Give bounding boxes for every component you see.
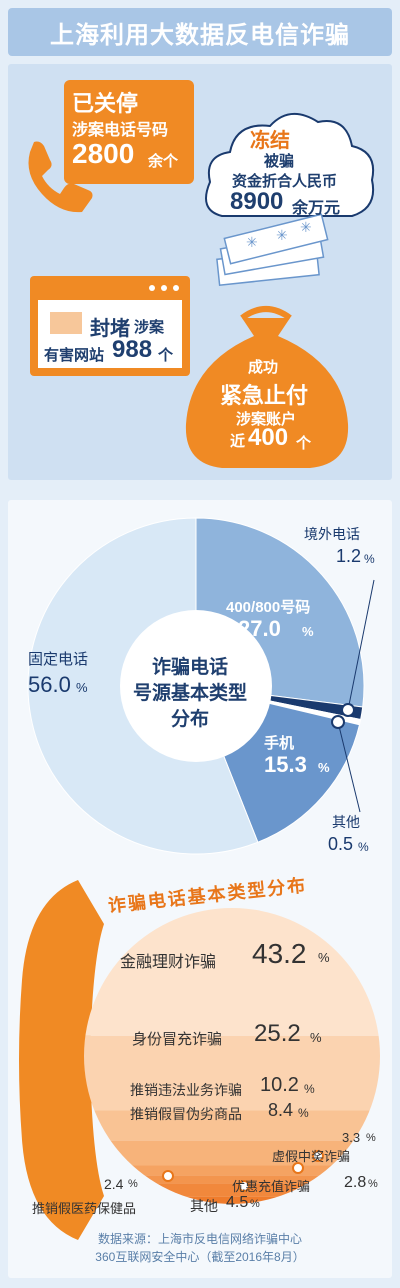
bar-unit-prize: %: [366, 1132, 376, 1144]
closed-phones-label: 已关停: [72, 91, 139, 116]
pie-label-overseas-unit: %: [364, 552, 375, 566]
accounts-sub2: 涉案账户: [236, 411, 297, 428]
bar-label-recharge: 优惠充值诈骗: [232, 1179, 311, 1194]
pie-leader-dot-1: [331, 715, 345, 729]
money-stack-icon: ✳ ✳ ✳: [216, 213, 329, 286]
pie-label-mobile-name: 手机: [264, 735, 295, 752]
bar-label-medicine: 推销假医药保健品: [32, 1201, 137, 1216]
bar-value-finance: 43.2: [252, 938, 307, 969]
pie-label-400800-name: 400/800号码: [226, 599, 311, 616]
pie-label-landline-name: 固定电话: [28, 651, 89, 668]
stats-decoration: ✳ ✳ ✳: [28, 113, 374, 468]
pie-leader-line-0: [347, 579, 375, 711]
fraud-band-2: [84, 1110, 380, 1141]
bar-label-illegal: 推销违法业务诈骗: [130, 1082, 242, 1098]
pie-label-overseas-value: 1.2: [336, 546, 362, 566]
svg-text:✳: ✳: [300, 219, 312, 235]
pie-label-other-unit: %: [358, 840, 369, 854]
bar-unit-medicine: %: [128, 1178, 138, 1190]
bar-value-other: 4.5: [226, 1194, 249, 1211]
pie-label-400800-value: 27.0: [238, 616, 281, 641]
sites-sub: 涉案: [134, 319, 165, 336]
fraud-leader-dot-0: [312, 1150, 324, 1162]
freeze-number: 8900: [230, 188, 284, 215]
bar-value-fake-goods: 8.4: [268, 1100, 294, 1120]
pie-label-400800-unit: %: [302, 624, 314, 639]
closed-phones-unit: 余个: [148, 153, 179, 170]
sites-unit: 个: [158, 347, 174, 364]
pie-label-landline-value: 56.0: [28, 672, 71, 697]
bar-unit-other: %: [250, 1198, 260, 1210]
fraud-leader-dot-2: [238, 1180, 250, 1192]
bar-label-fake-goods: 推销假冒伪劣商品: [130, 1106, 242, 1122]
closed-phones-number: 2800: [72, 138, 135, 169]
svg-text:✳: ✳: [246, 234, 258, 250]
phone-source-pie-chart: [27, 517, 375, 855]
accounts-label: 成功: [248, 359, 279, 376]
accounts-prefix: 近: [230, 433, 246, 450]
pie-title-line1: 诈骗电话: [151, 657, 228, 678]
bar-unit-fake-goods: %: [298, 1106, 309, 1120]
bar-label-finance: 金融理财诈骗: [120, 954, 217, 971]
pie-center-circle: [120, 610, 272, 762]
source-line1: 数据来源：上海市反电信网络诈骗中心: [97, 1232, 302, 1246]
fraud-band-7: [84, 1196, 380, 1204]
browser-window-icon: [30, 276, 190, 376]
stats-panel: ✳ ✳ ✳ 已关停 涉案电话号码 2800 余个 冻结 被骗: [8, 64, 392, 480]
freeze-sub2: 资金折合人民币: [232, 173, 338, 190]
bar-value-medicine: 2.4: [104, 1176, 124, 1192]
fraud-type-chart: [19, 880, 380, 1240]
pie-label-other-name: 其他: [332, 814, 360, 830]
bar-value-recharge: 2.8: [344, 1174, 367, 1191]
freeze-unit: 余万元: [292, 200, 341, 217]
pie-label-mobile-value: 15.3: [264, 752, 307, 777]
pie-label-landline-unit: %: [76, 680, 88, 695]
pie-label-other-value: 0.5: [328, 834, 354, 854]
pie-label-overseas-name: 境外电话: [304, 526, 360, 542]
bar-unit-recharge: %: [368, 1178, 378, 1190]
pie-title-line2: 号源基本类型: [132, 683, 247, 704]
fraud-band-4: [84, 1165, 380, 1176]
sites-label: 封堵: [90, 318, 130, 340]
bar-unit-finance: %: [318, 950, 330, 965]
bar-value-prize: 3.3: [342, 1130, 361, 1145]
money-bag-icon: [185, 318, 349, 468]
freeze-sub1: 被骗: [264, 153, 295, 170]
phone-handset-icon: [28, 141, 93, 213]
closed-phones-box: [64, 80, 194, 184]
svg-text:✳: ✳: [276, 227, 288, 243]
fraud-band-3: [84, 1140, 380, 1166]
fraud-leader-dot-1: [292, 1162, 304, 1174]
closed-phones-sub: 涉案电话号码: [72, 122, 169, 139]
bar-value-identity: 25.2: [254, 1020, 301, 1047]
accounts-unit: 个: [296, 435, 312, 452]
source-line2: 360互联网安全中心（截至2016年8月）: [95, 1250, 305, 1264]
pie-leader-dot-0: [341, 703, 355, 717]
title-banner: 上海利用大数据反电信诈骗: [8, 8, 392, 56]
sites-number: 988: [112, 336, 153, 363]
sites-sub2: 有害网站: [44, 347, 105, 364]
charts-panel: 诈骗电话 号源基本类型 分布 400/800号码 27.0 % 境外电话 1.2…: [8, 500, 392, 1278]
pie-leader-line-1: [337, 721, 361, 813]
fraud-band-5: [84, 1175, 380, 1184]
bar-label-other: 其他: [190, 1198, 218, 1214]
bar-value-illegal: 10.2: [260, 1074, 299, 1096]
bar-unit-illegal: %: [304, 1082, 315, 1096]
bar-label-identity: 身份冒充诈骗: [132, 1031, 223, 1048]
accounts-sub: 紧急止付: [220, 383, 309, 408]
fraud-leader-dot-3: [162, 1170, 174, 1182]
fraud-band-1: [84, 1035, 380, 1111]
accounts-number: 400: [248, 424, 289, 451]
cloud-icon: [205, 113, 374, 217]
freeze-label: 冻结: [250, 130, 290, 152]
bar-label-prize: 虚假中奖诈骗: [272, 1149, 351, 1164]
page-title: 上海利用大数据反电信诈骗: [50, 21, 350, 49]
pie-label-mobile-unit: %: [318, 760, 330, 775]
pie-title-line3: 分布: [170, 709, 209, 730]
bar-unit-identity: %: [310, 1030, 322, 1045]
phone-handset-icon-large: [19, 880, 104, 1240]
